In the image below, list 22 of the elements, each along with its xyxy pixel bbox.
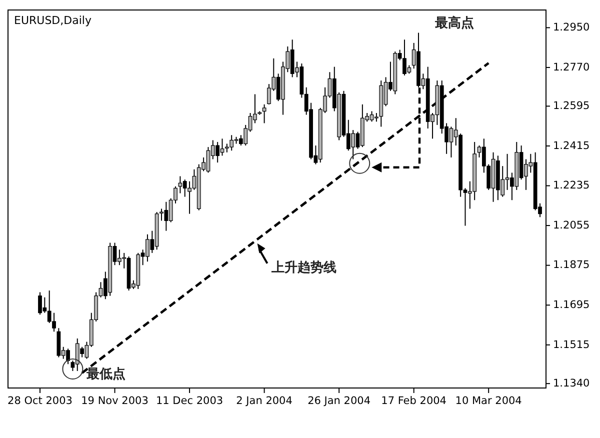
x-tick-label: 19 Nov 2003	[81, 395, 148, 407]
annotation: 上升趋势线	[270, 259, 336, 276]
y-tick-label: 1.1340	[553, 377, 590, 390]
y-tick-label: 1.1695	[553, 298, 590, 311]
x-tick-label: 11 Dec 2003	[156, 395, 224, 407]
y-tick-label: 1.1515	[553, 338, 590, 351]
x-tick-label: 10 Mar 2004	[455, 395, 522, 407]
annotation: 最高点	[434, 14, 474, 31]
y-tick-label: 1.2595	[553, 100, 590, 112]
y-tick-label: 1.2950	[553, 22, 590, 34]
x-tick-label: 2 Jan 2004	[236, 395, 293, 407]
x-tick-label: 26 Jan 2004	[308, 395, 371, 407]
candlestick	[262, 104, 266, 124]
x-tick-label: 28 Oct 2003	[8, 395, 72, 407]
x-tick-label: 17 Feb 2004	[381, 395, 447, 407]
y-tick-label: 1.2770	[553, 61, 590, 74]
y-tick-label: 1.2415	[553, 140, 590, 152]
annotation: 最低点	[86, 366, 126, 382]
y-tick-label: 1.2055	[553, 219, 590, 232]
y-tick-label: 1.2235	[553, 180, 590, 192]
chart-title: EURUSD,Daily	[14, 14, 92, 27]
y-tick-label: 1.1875	[553, 259, 590, 272]
